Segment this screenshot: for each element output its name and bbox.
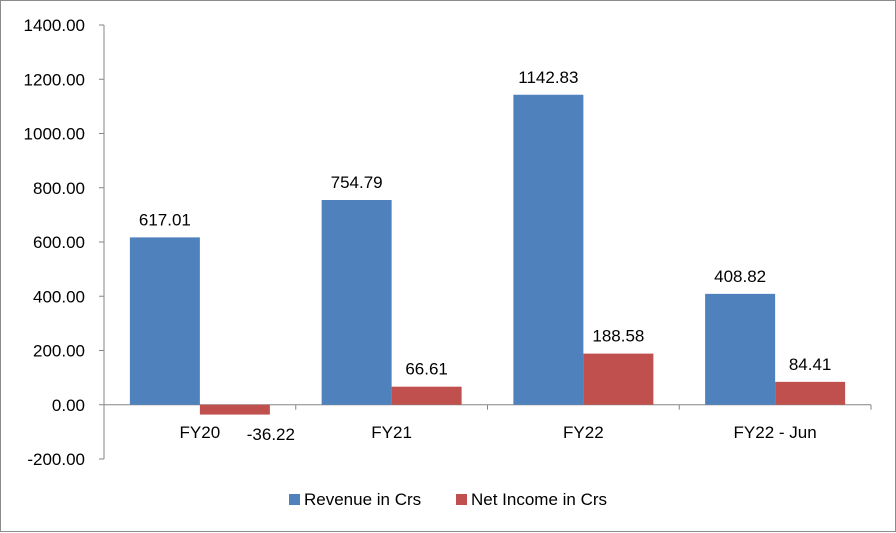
legend-label: Net Income in Crs bbox=[471, 490, 607, 509]
bar-net-income bbox=[199, 404, 270, 415]
data-label: 188.58 bbox=[592, 327, 644, 346]
data-label: 754.79 bbox=[331, 173, 383, 192]
legend-label: Revenue in Crs bbox=[304, 490, 421, 509]
bar-revenue bbox=[513, 94, 584, 405]
bar-revenue bbox=[129, 237, 200, 405]
y-tick-label: 1400.00 bbox=[24, 16, 85, 35]
data-label: 66.61 bbox=[405, 360, 448, 379]
bar-net-income bbox=[583, 353, 654, 405]
y-tick-label: 600.00 bbox=[33, 233, 85, 252]
bar-net-income bbox=[775, 381, 846, 405]
legend-swatch bbox=[289, 494, 300, 505]
data-label: -36.22 bbox=[247, 425, 295, 444]
y-tick-label: 0.00 bbox=[52, 396, 85, 415]
data-label: 84.41 bbox=[789, 355, 832, 374]
bar-revenue bbox=[705, 293, 776, 405]
bar-net-income bbox=[391, 386, 462, 405]
x-category-label: FY21 bbox=[371, 423, 412, 442]
y-tick-label: 200.00 bbox=[33, 342, 85, 361]
y-tick-label: -200.00 bbox=[27, 450, 85, 469]
bar-revenue bbox=[321, 200, 392, 405]
y-tick-label: 1200.00 bbox=[24, 70, 85, 89]
y-tick-label: 1000.00 bbox=[24, 125, 85, 144]
x-category-label: FY20 bbox=[180, 423, 221, 442]
data-label: 1142.83 bbox=[518, 68, 578, 87]
legend-swatch bbox=[456, 494, 467, 505]
y-tick-label: 400.00 bbox=[33, 287, 85, 306]
data-label: 617.01 bbox=[139, 210, 191, 229]
data-label: 408.82 bbox=[714, 267, 766, 286]
x-category-label: FY22 bbox=[563, 423, 604, 442]
y-tick-label: 800.00 bbox=[33, 179, 85, 198]
x-category-label: FY22 - Jun bbox=[734, 423, 817, 442]
